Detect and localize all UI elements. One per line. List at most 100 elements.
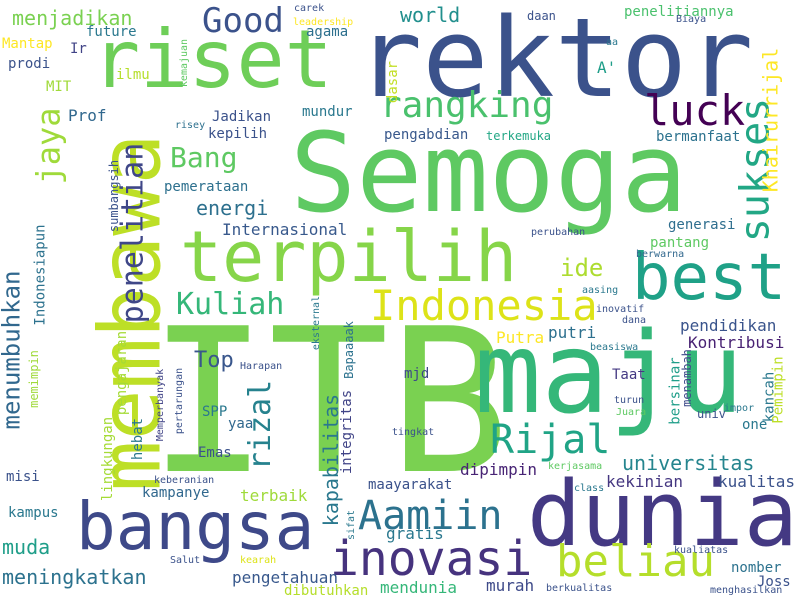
word-indonesia: Indonesia [370,281,598,330]
word-taat: Taat [612,367,646,383]
word-pengabdian: pengabdian [384,127,469,143]
word-khairurrijal: Khairurrijal [758,47,783,193]
word-generasi: generasi [668,217,736,233]
word-kampus: kampus [8,505,59,521]
word-menumbuhkan: menumbuhkan [0,270,26,430]
word-kualiatas: kualiatas [674,545,729,556]
word-mundur: mundur [302,104,353,120]
word-perubahan: perubahan [531,227,586,238]
word-jadikan: Jadikan [212,109,272,125]
word-internasional: Internasional [222,220,348,239]
word-dasar: dasar [385,60,402,104]
word-pemimpin: Pemimpin [770,356,787,424]
word-kemajuan: kemajuan [179,38,191,88]
word-terbaik: terbaik [240,486,308,505]
word-hebat: hebat [130,417,147,461]
word-rektor: rektor [356,0,754,122]
word-jaya: jaya [29,107,68,185]
word-carek: carek [294,3,325,14]
word-terpilih: terpilih [180,216,518,298]
word-beliau: beliau [556,536,715,587]
word-mjd: mjd [404,366,430,382]
word-ir: Ir [70,41,87,57]
word-luck: luck [644,86,746,135]
word-sifat: sifat [346,509,358,541]
word-putra: Putra [496,328,545,347]
word-dibutuhkan: dibutuhkan [284,583,369,599]
word-future: future [86,24,137,40]
word-berkualitas: berkualitas [546,583,613,594]
word-penelitian: penelitian [115,142,151,324]
word-kampanye: kampanye [142,485,210,501]
word-top: Top [194,348,234,373]
word-biaya: Biaya [676,14,707,25]
word-gratis: gratis [386,524,444,543]
word-agama: agama [306,24,349,40]
word-ilmu: ilmu [116,67,150,83]
word-kontribusi: Kontribusi [688,333,785,352]
word-spp: SPP [202,404,228,420]
word-lingkungan: lingkungan [100,416,117,502]
word-kualitas: kualitas [718,472,796,491]
word-world: world [400,3,461,27]
word-turun: turun [614,395,645,406]
word-risey: risey [175,120,206,131]
word-harapan: Harapan [240,361,283,372]
word-bang: Bang [170,141,238,174]
word-aa: aa [606,37,619,48]
word-rangking: rangking [380,85,554,126]
word-nomber: nomber [731,560,782,576]
word-emas: Emas [198,445,232,461]
word-riset: riset [92,13,333,106]
word-menjadikan: menjadikan [12,6,133,30]
word-mit: MIT [46,79,72,95]
word-kearah: kearah [240,555,277,566]
word-menghasilkan: menghasilkan [710,585,783,596]
word-good: Good [202,1,284,41]
word-memimpin: memimpin [26,350,41,408]
word-salut: Salut [170,555,201,566]
word-ide: ide [560,254,604,282]
word-terkemuka: terkemuka [486,129,552,143]
word-dana: dana [622,315,647,326]
word-semoga: Semoga [290,109,688,237]
word-kuliah: Kuliah [176,287,285,322]
word-keberanian: keberanian [154,475,215,486]
word-univ: univ [697,407,726,421]
word-dipimpin: dipimpin [460,460,538,479]
word-putri: putri [548,323,597,342]
word-dunia: dunia [527,462,798,567]
word-kepilih: kepilih [208,126,268,142]
word-prof: Prof [68,106,107,125]
word-aamiin: Aamiin [358,493,503,539]
word-juara: Juara [616,407,647,418]
word-aasing: aasing [582,285,619,296]
word-beasiswa: beasiswa [590,342,639,353]
word-pertarungan: pertarungan [174,367,186,435]
word-inovasi: inovasi [330,531,533,587]
word-mantap: Mantap [2,36,53,52]
word-impor: impor [724,403,755,414]
word-bermanfaat: bermanfaat [656,129,741,145]
word-pengajaran: pengajaran [114,330,131,416]
word-misi: misi [6,469,40,485]
word-itb: ITB [148,286,510,519]
word-integritas: integritas [339,389,356,475]
word-best: best [632,241,787,315]
word-one: one [742,417,768,433]
word-bapaaaak: Bapaaaak [341,321,356,379]
word-inovatif: inovatif [596,304,645,315]
word-yaa: yaa [228,416,254,432]
word-indonesiapun: Indonesiapun [32,224,49,326]
word-bangsa: bangsa [76,488,315,565]
word-maju: maju [474,309,744,439]
word-murah: murah [486,576,535,595]
word-meningkatkan: meningkatkan [2,565,147,589]
word-penelitiannya: penelitiannya [624,4,734,20]
word-sumbangsih: sumbangsih [107,159,122,233]
word-kekinian: kekinian [606,472,684,491]
word-prodi: prodi [8,56,51,72]
word-pengetahuan: pengetahuan [232,568,338,587]
word-berwarna: berwarna [636,249,685,260]
word-pemerataan: pemerataan [164,179,249,195]
